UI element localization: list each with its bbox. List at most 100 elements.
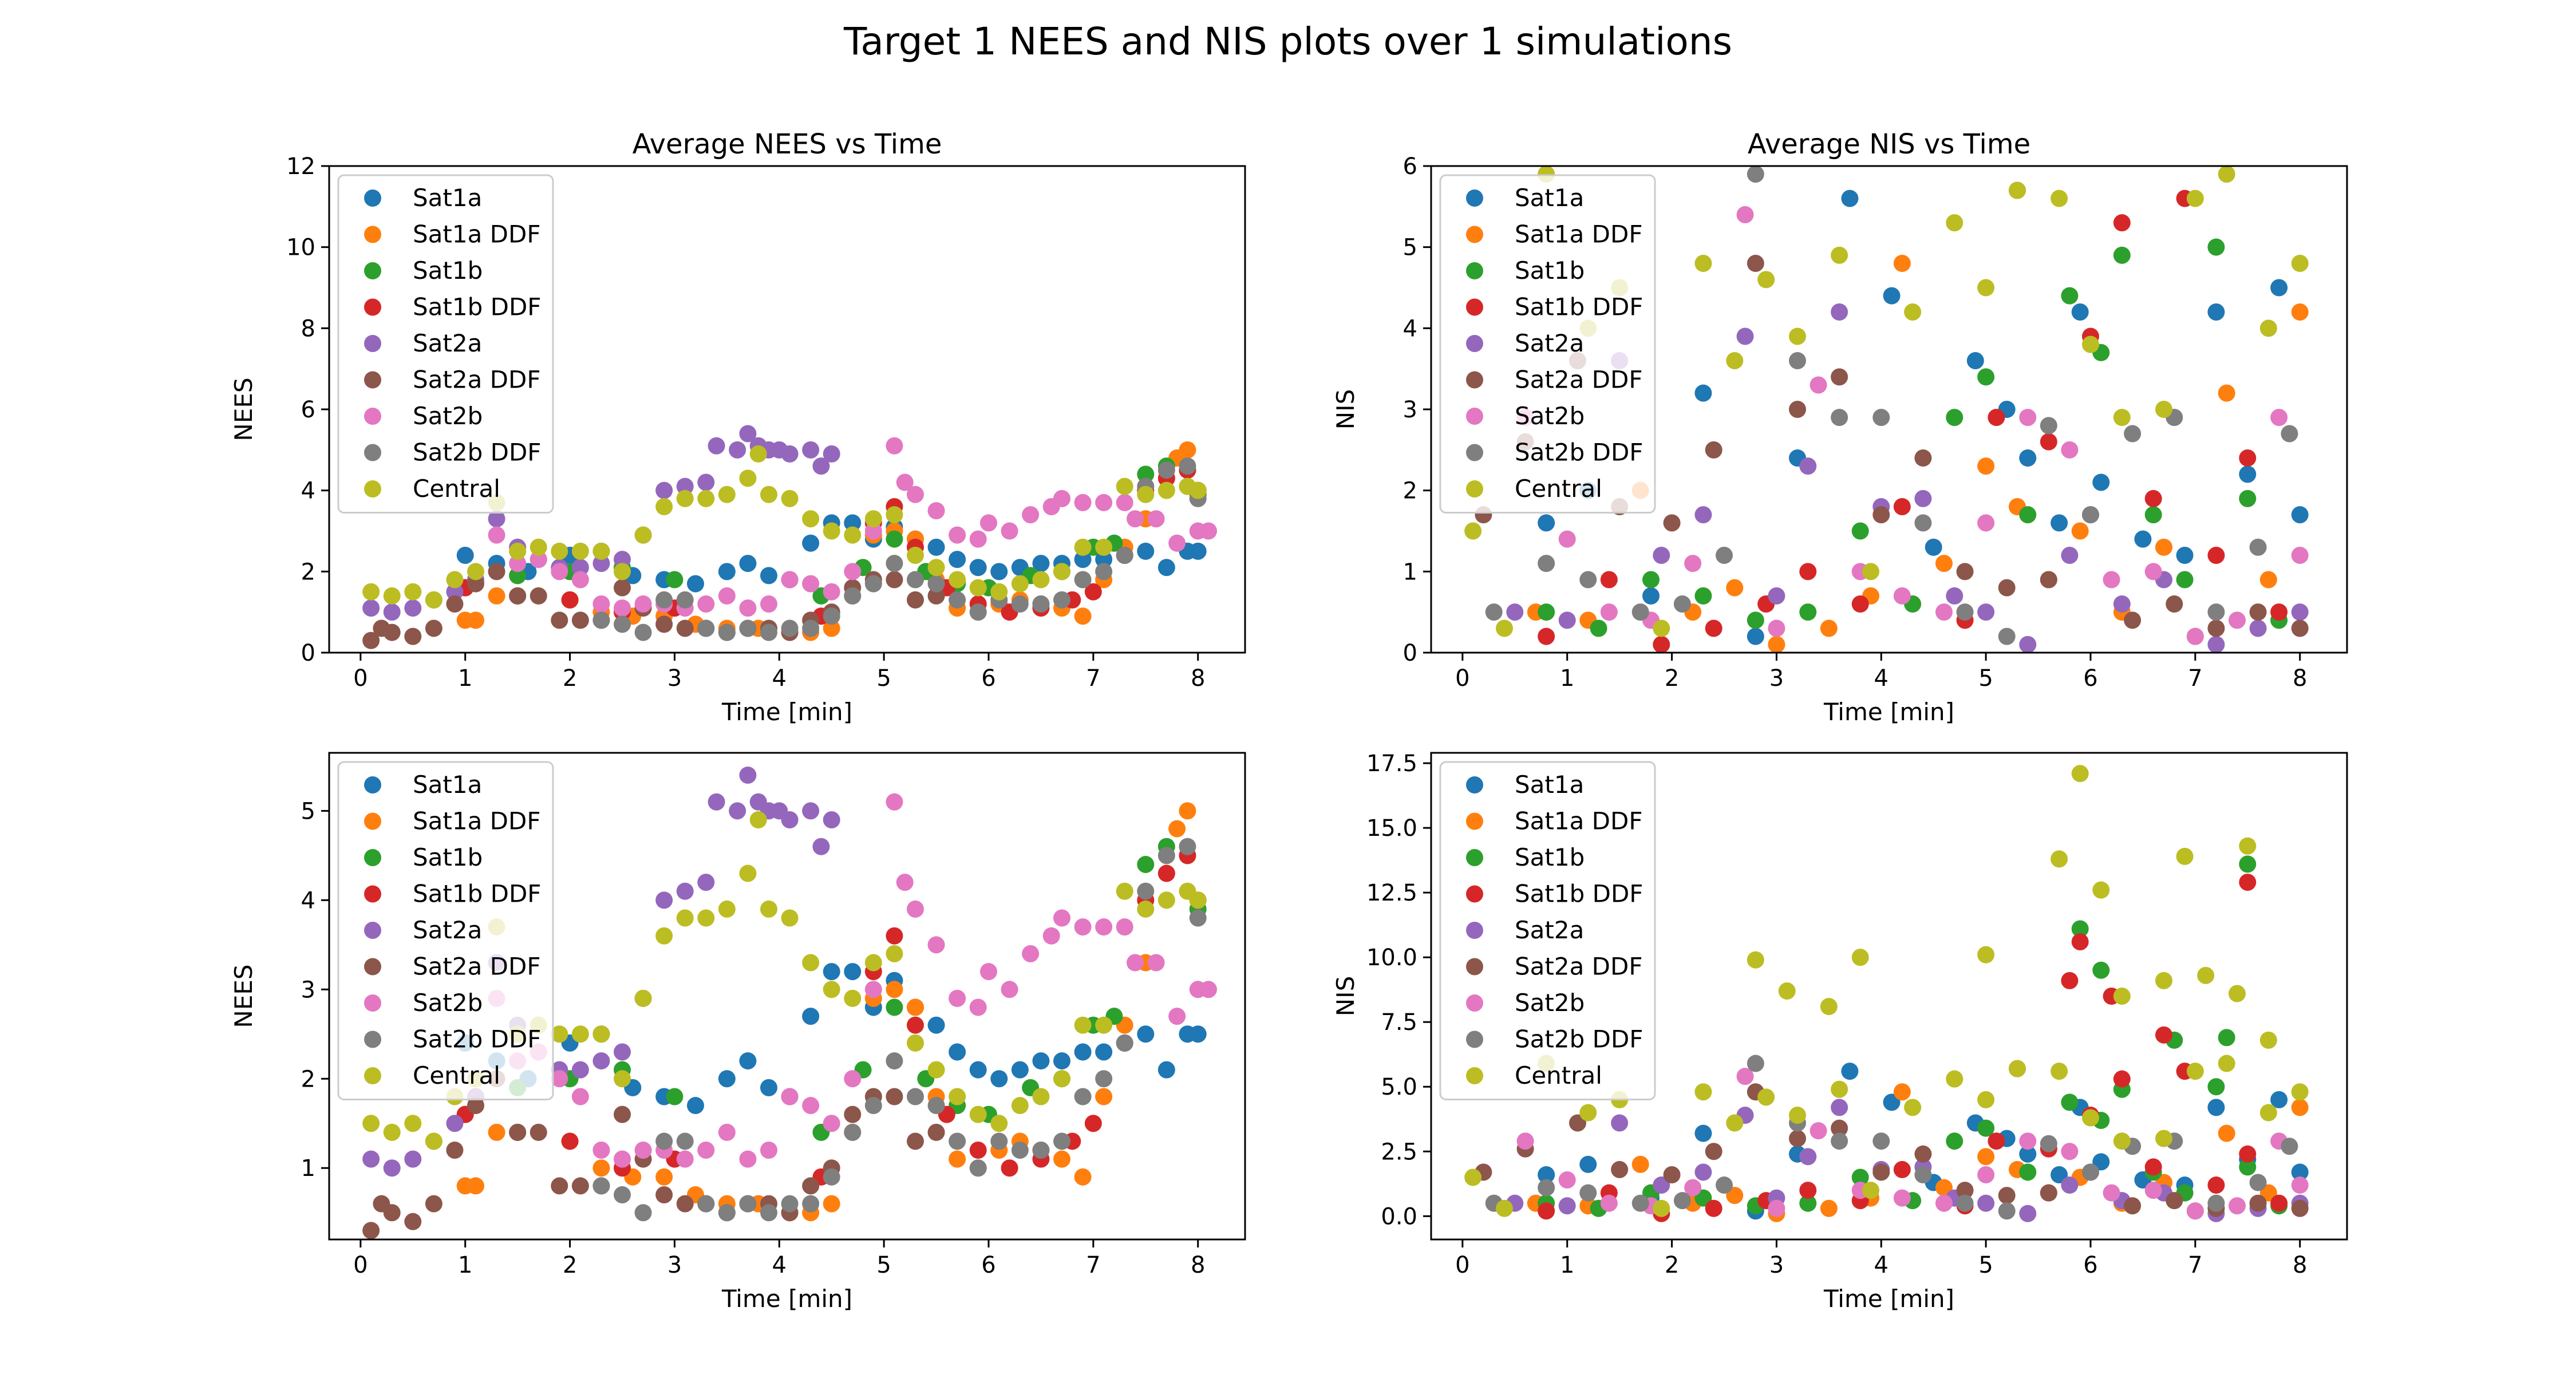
- x-axis-label: Time [min]: [721, 698, 852, 726]
- point-sat2a: [1694, 506, 1712, 524]
- point-central: [927, 1061, 945, 1079]
- point-sat1a: [1189, 1025, 1207, 1043]
- point-central: [1116, 477, 1133, 495]
- point-central: [697, 909, 715, 927]
- point-sat2b: [980, 514, 997, 532]
- x-tick-label: 7: [2188, 1252, 2202, 1278]
- point-sat2a-ddf: [362, 631, 380, 649]
- point-sat2b-ddf: [1747, 1055, 1764, 1072]
- point-sat2a: [655, 481, 673, 499]
- point-sat2a-ddf: [1789, 1130, 1806, 1147]
- point-sat2a-ddf: [886, 571, 903, 589]
- point-sat2b-ddf: [927, 1097, 945, 1115]
- point-sat2a: [739, 425, 757, 443]
- point-central: [571, 542, 589, 560]
- point-central: [614, 563, 631, 581]
- point-sat1a: [2019, 449, 2037, 467]
- point-sat2b-ddf: [1157, 461, 1175, 479]
- point-sat1b: [1137, 855, 1155, 873]
- point-sat2b-ddf: [1631, 1194, 1649, 1212]
- point-sat2b-ddf: [676, 1132, 694, 1150]
- point-sat2a-ddf: [383, 623, 401, 641]
- point-sat1a: [1925, 538, 1942, 556]
- point-sat1a: [1841, 189, 1859, 207]
- point-sat2b-ddf: [1032, 595, 1050, 613]
- point-sat2a-ddf: [571, 611, 589, 629]
- point-sat1a: [1095, 551, 1113, 568]
- point-sat2a: [1914, 489, 1932, 507]
- point-central: [571, 1025, 589, 1043]
- point-central: [2197, 966, 2215, 984]
- legend-label: Sat1a: [1515, 771, 1584, 799]
- y-tick-label: 1: [301, 1155, 315, 1182]
- x-tick-label: 8: [2293, 665, 2307, 692]
- point-central: [1757, 1088, 1775, 1106]
- legend-label: Sat1b DDF: [413, 293, 541, 321]
- point-central: [1694, 255, 1712, 272]
- point-sat2b: [1684, 1179, 1702, 1197]
- point-sat1a-ddf: [2291, 303, 2309, 321]
- point-central: [383, 1123, 401, 1141]
- point-sat2a-ddf: [467, 1097, 484, 1115]
- legend-box: [1439, 761, 1656, 1100]
- point-central: [2259, 1031, 2277, 1049]
- y-tick-label: 6: [301, 397, 315, 423]
- point-sat2a: [2249, 619, 2267, 637]
- point-sat2a: [729, 441, 746, 459]
- y-tick-label: 1: [1403, 559, 1417, 585]
- x-tick-label: 3: [1769, 665, 1784, 692]
- data-points: [362, 425, 1217, 649]
- x-tick-label: 0: [1455, 1252, 1469, 1278]
- point-sat1a: [949, 551, 966, 568]
- point-central: [2291, 255, 2309, 272]
- point-sat2b: [1200, 981, 1217, 998]
- point-sat2b: [509, 555, 527, 572]
- y-tick-label: 2: [301, 1066, 315, 1092]
- point-sat2b: [1116, 493, 1133, 511]
- legend-label: Sat2a: [1515, 916, 1584, 944]
- x-tick-label: 5: [1978, 1252, 1993, 1278]
- point-sat2a: [1799, 457, 1817, 475]
- point-sat2b: [2061, 441, 2079, 459]
- point-sat2a-ddf: [1569, 1114, 1586, 1132]
- point-sat1a-ddf: [949, 1150, 966, 1168]
- point-sat2b: [1001, 981, 1018, 998]
- point-sat2b: [2291, 547, 2309, 564]
- point-sat2a: [404, 1150, 422, 1168]
- point-sat1a: [1095, 1043, 1113, 1061]
- point-sat1a: [2019, 1145, 2037, 1163]
- point-sat1b: [1851, 1168, 1869, 1186]
- point-sat1b-ddf: [1157, 864, 1175, 882]
- point-sat2a-ddf: [927, 1123, 945, 1141]
- point-sat1a: [2092, 473, 2110, 491]
- legend-marker: [364, 958, 381, 976]
- point-sat2b-ddf: [1998, 627, 2016, 645]
- y-tick-label: 10: [286, 235, 315, 261]
- point-sat2b-ddf: [1189, 909, 1207, 927]
- point-sat2a-ddf: [907, 591, 924, 609]
- point-sat1b: [2061, 1093, 2079, 1111]
- point-sat2b: [697, 595, 715, 613]
- point-sat1a-ddf: [1893, 1083, 1911, 1101]
- point-sat2a: [802, 802, 820, 820]
- point-sat2a: [446, 1115, 464, 1132]
- point-sat2a: [571, 559, 589, 577]
- point-sat1a-ddf: [1977, 457, 1995, 475]
- point-sat2b-ddf: [1747, 166, 1764, 183]
- point-sat2a-ddf: [2249, 1194, 2267, 1212]
- point-central: [781, 489, 799, 507]
- point-sat2b: [2019, 1132, 2037, 1150]
- data-points: [1464, 166, 2309, 653]
- point-sat1a: [2239, 465, 2257, 483]
- point-sat2b-ddf: [907, 1088, 924, 1105]
- x-tick-label: 5: [876, 665, 891, 692]
- point-sat1a: [2291, 506, 2309, 524]
- point-sat2a-ddf: [404, 1213, 422, 1230]
- point-sat2b: [907, 485, 924, 503]
- point-sat2b: [2229, 611, 2246, 629]
- point-sat1a: [1157, 1061, 1175, 1079]
- point-sat2a: [1736, 327, 1754, 345]
- point-sat1b: [1946, 409, 1963, 427]
- point-sat2b: [864, 522, 882, 540]
- point-sat2a-ddf: [1914, 449, 1932, 467]
